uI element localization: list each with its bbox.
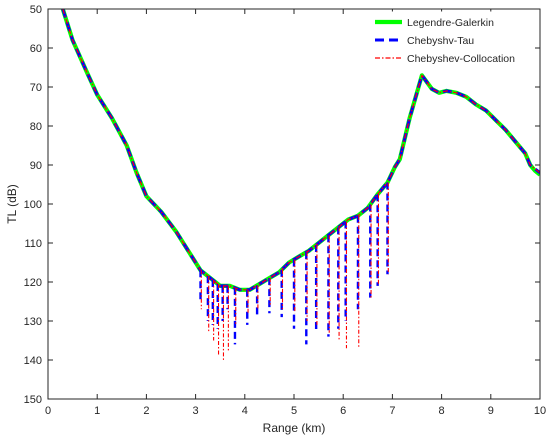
y-tick-label: 120: [24, 277, 42, 289]
x-tick-label: 1: [94, 405, 100, 417]
y-tick-label: 50: [30, 4, 42, 16]
y-axis-title: TL (dB): [5, 184, 19, 224]
x-axis-title: Range (km): [263, 421, 326, 435]
legend: Legendre-Galerkin Chebyshv-Tau Chebyshev…: [371, 11, 535, 73]
x-tick-label: 9: [488, 405, 494, 417]
x-tick-label: 5: [291, 405, 297, 417]
y-tick-label: 140: [24, 355, 42, 367]
legend-label-chebyshev-collocation: Chebyshev-Collocation: [407, 53, 515, 65]
x-tick-label: 4: [242, 405, 248, 417]
y-tick-label: 90: [30, 160, 42, 172]
x-tick-label: 0: [45, 405, 51, 417]
x-axis-ticks: 0 1 2 3 4 5 6 7 8 9 10: [45, 9, 546, 417]
y-tick-label: 60: [30, 43, 42, 55]
x-tick-label: 2: [143, 405, 149, 417]
legend-label-chebyshv-tau: Chebyshv-Tau: [407, 35, 474, 47]
y-tick-label: 80: [30, 121, 42, 133]
y-tick-label: 110: [24, 238, 42, 250]
x-tick-label: 8: [439, 405, 445, 417]
y-tick-label: 70: [30, 82, 42, 94]
y-axis-ticks: 50 60 70 80 90 100 110 120 130 140 150: [24, 4, 540, 406]
y-tick-label: 130: [24, 316, 42, 328]
series-lines: [60, 9, 540, 360]
x-tick-label: 10: [534, 405, 546, 417]
x-tick-label: 6: [340, 405, 346, 417]
x-tick-label: 3: [193, 405, 199, 417]
x-tick-label: 7: [389, 405, 395, 417]
y-tick-label: 150: [24, 394, 42, 406]
plot-area: [48, 9, 540, 399]
legend-label-legendre-galerkin: Legendre-Galerkin: [407, 17, 494, 29]
y-tick-label: 100: [24, 199, 42, 211]
